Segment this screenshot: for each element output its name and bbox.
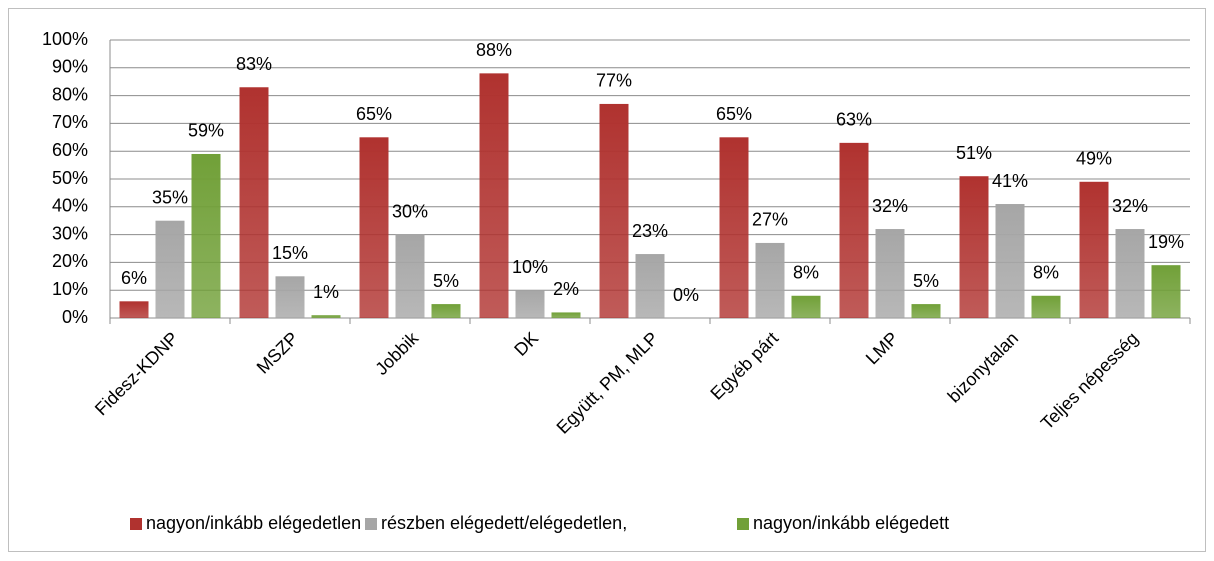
- data-label: 65%: [356, 104, 392, 124]
- bar: [239, 87, 269, 318]
- data-label: 23%: [632, 221, 668, 241]
- bar: [995, 204, 1025, 318]
- data-label: 27%: [752, 210, 788, 230]
- bar: [1079, 181, 1109, 318]
- legend-swatch: [130, 518, 142, 530]
- data-label: 83%: [236, 54, 272, 74]
- data-label: 1%: [313, 282, 339, 302]
- y-tick-label: 30%: [52, 223, 88, 243]
- bar: [959, 176, 989, 318]
- data-label: 19%: [1148, 232, 1184, 252]
- data-label: 88%: [476, 40, 512, 60]
- y-tick-label: 100%: [42, 29, 88, 49]
- bar: [311, 315, 341, 318]
- bar: [875, 229, 905, 318]
- data-label: 77%: [596, 71, 632, 91]
- data-label: 63%: [836, 110, 872, 130]
- bar: [1031, 295, 1061, 318]
- y-tick-label: 10%: [52, 279, 88, 299]
- data-label: 35%: [152, 187, 188, 207]
- y-tick-label: 60%: [52, 140, 88, 160]
- data-label: 59%: [188, 121, 224, 141]
- bar: [431, 304, 461, 318]
- data-label: 41%: [992, 171, 1028, 191]
- bar: [1115, 229, 1145, 318]
- bar: [635, 254, 665, 318]
- bar: [275, 276, 305, 318]
- data-label: 10%: [512, 257, 548, 277]
- data-label: 0%: [673, 285, 699, 305]
- data-label: 6%: [121, 268, 147, 288]
- bar: [119, 301, 149, 318]
- bar: [395, 234, 425, 318]
- y-tick-label: 70%: [52, 112, 88, 132]
- legend-label: nagyon/inkább elégedett: [753, 513, 949, 533]
- data-label: 49%: [1076, 149, 1112, 169]
- data-label: 30%: [392, 201, 428, 221]
- legend-label: részben elégedett/elégedetlen,: [381, 513, 627, 533]
- data-label: 51%: [956, 143, 992, 163]
- bar: [755, 242, 785, 318]
- y-tick-label: 0%: [62, 307, 88, 327]
- data-label: 8%: [793, 263, 819, 283]
- bar: [599, 103, 629, 318]
- data-label: 65%: [716, 104, 752, 124]
- bar: [911, 304, 941, 318]
- bar: [191, 153, 221, 318]
- legend-swatch: [365, 518, 377, 530]
- bar: [719, 137, 749, 318]
- bar: [551, 312, 581, 318]
- bar: [155, 220, 185, 318]
- data-label: 32%: [872, 196, 908, 216]
- data-label: 15%: [272, 243, 308, 263]
- bar: [791, 295, 821, 318]
- data-label: 5%: [433, 271, 459, 291]
- bar: [479, 73, 509, 318]
- data-label: 2%: [553, 279, 579, 299]
- bar: [839, 142, 869, 318]
- y-tick-label: 80%: [52, 84, 88, 104]
- bar: [515, 290, 545, 318]
- legend-label: nagyon/inkább elégedetlen: [146, 513, 361, 533]
- data-label: 8%: [1033, 263, 1059, 283]
- bar: [359, 137, 389, 318]
- data-label: 32%: [1112, 196, 1148, 216]
- legend-swatch: [737, 518, 749, 530]
- y-tick-label: 40%: [52, 196, 88, 216]
- y-tick-label: 90%: [52, 57, 88, 77]
- y-tick-label: 20%: [52, 251, 88, 271]
- bar: [1151, 265, 1181, 318]
- y-tick-label: 50%: [52, 168, 88, 188]
- data-label: 5%: [913, 271, 939, 291]
